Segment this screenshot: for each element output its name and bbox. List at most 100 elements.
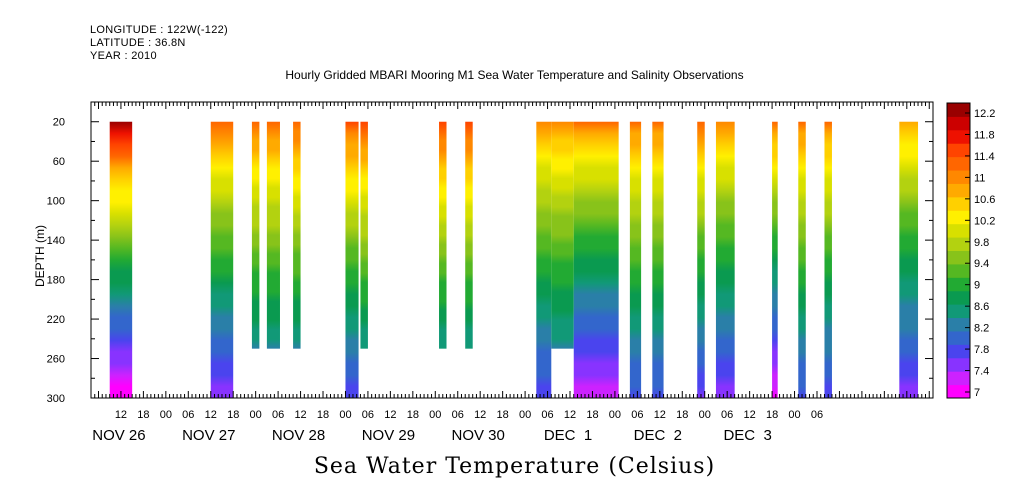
y-tick-label: 260: [47, 354, 65, 366]
latitude-label: LATITUDE : 36.8N: [90, 37, 186, 49]
colorbar-border: [946, 102, 971, 399]
data-column: [266, 121, 280, 349]
colorbar-tick-label: 9: [974, 280, 980, 292]
x-hour-label: 12: [744, 409, 756, 421]
x-hour-label: 12: [294, 409, 306, 421]
y-tick-label: 220: [47, 314, 65, 326]
data-column: [465, 121, 473, 349]
year-label: YEAR : 2010: [90, 50, 157, 62]
colorbar-swatch: [947, 290, 970, 305]
data-column: [536, 121, 552, 398]
colorbar-swatch: [947, 263, 970, 278]
y-tick-label: 180: [47, 275, 65, 287]
x-hour-label: 18: [407, 409, 419, 421]
colorbar-swatch: [947, 317, 970, 332]
x-hour-label: 12: [384, 409, 396, 421]
data-column: [899, 121, 919, 398]
data-columns: [109, 121, 919, 398]
y-tick-label: 300: [47, 393, 65, 405]
x-day-label: NOV 30: [452, 427, 505, 444]
colorbar-swatch: [947, 196, 970, 211]
colorbar-tick-label: 7.4: [974, 366, 989, 378]
colorbar-swatch: [947, 384, 970, 399]
data-column: [573, 121, 619, 398]
x-hour-label: 18: [137, 409, 149, 421]
x-hour-label: 00: [160, 409, 172, 421]
data-column: [210, 121, 234, 398]
colorbar-swatch: [947, 223, 970, 238]
colorbar-tick-label: 9.4: [974, 258, 989, 270]
colorbar-tick-label: 10.6: [974, 194, 995, 206]
data-column: [551, 121, 574, 349]
colorbar-swatch: [947, 129, 970, 144]
colorbar-tick-label: 7: [974, 387, 980, 399]
data-column: [652, 121, 664, 398]
x-hour-label: 12: [115, 409, 127, 421]
x-hour-label: 00: [250, 409, 262, 421]
x-hour-label: 06: [541, 409, 553, 421]
x-hour-label: 18: [766, 409, 778, 421]
x-hour-label: 12: [474, 409, 486, 421]
data-column: [345, 121, 359, 398]
x-hour-label: 12: [564, 409, 576, 421]
x-hour-label: 18: [586, 409, 598, 421]
data-column: [824, 121, 832, 398]
data-column: [697, 121, 705, 398]
colorbar-swatch: [947, 277, 970, 292]
x-day-label: NOV 29: [362, 427, 415, 444]
colorbar-swatch: [947, 116, 970, 131]
colorbar-tick-label: 11.4: [974, 151, 995, 163]
colorbar-swatch: [947, 210, 970, 225]
x-hour-label: 00: [519, 409, 531, 421]
chart-title: Hourly Gridded MBARI Mooring M1 Sea Wate…: [285, 68, 744, 82]
data-column: [293, 121, 301, 349]
x-day-label: DEC 2: [634, 427, 682, 444]
colorbar: 12.2 11.8 11.4 11 10.6 10.2 9.8 9.4 9 8.6 8.2 7.8 7.…: [946, 102, 995, 399]
colorbar-tick-label: 11: [974, 172, 985, 184]
chart-caption: Sea Water Temperature (Celsius): [313, 454, 716, 479]
x-hour-label: 06: [362, 409, 374, 421]
x-hour-label: 06: [182, 409, 194, 421]
x-hour-label: 00: [699, 409, 711, 421]
x-hour-label: 00: [788, 409, 800, 421]
y-tick-label: 100: [47, 196, 65, 208]
colorbar-swatch: [947, 304, 970, 319]
colorbar-swatch: [947, 371, 970, 386]
colorbar-swatch: [947, 237, 970, 251]
y-axis-label: DEPTH (m): [33, 225, 47, 287]
x-axis: 12 18 00 06 12 18 00 06 12 18 00 06 12 18 00 06 12 18 00 06…: [92, 102, 930, 444]
data-column: [715, 121, 735, 398]
y-tick-label: 20: [53, 117, 65, 129]
y-axis: 20 60 100 140 180 220 260 300 DEPTH (m): [33, 101, 933, 405]
colorbar-swatch: [947, 330, 970, 345]
y-tick-label: 140: [47, 235, 65, 247]
colorbar-swatch: [947, 357, 970, 372]
x-hour-label: 06: [272, 409, 284, 421]
colorbar-tick-label: 8.2: [974, 323, 989, 335]
colorbar-swatch: [947, 103, 970, 117]
x-hour-label: 00: [609, 409, 621, 421]
x-day-label: NOV 28: [272, 427, 325, 444]
x-hour-label: 18: [497, 409, 509, 421]
x-day-label: DEC 1: [544, 427, 592, 444]
x-day-label: DEC 3: [723, 427, 771, 444]
x-hour-label: 18: [676, 409, 688, 421]
colorbar-tick-label: 12.2: [974, 108, 995, 120]
longitude-label: LONGITUDE : 122W(-122): [90, 24, 229, 36]
colorbar-swatch: [947, 250, 970, 265]
y-tick-label: 60: [53, 156, 65, 168]
colorbar-tick-label: 10.2: [974, 215, 995, 227]
colorbar-swatch: [947, 344, 970, 359]
x-hour-label: 06: [811, 409, 823, 421]
x-hour-label: 12: [654, 409, 666, 421]
colorbar-tick-label: 7.8: [974, 344, 989, 356]
data-column: [360, 121, 368, 349]
x-day-label: NOV 27: [182, 427, 235, 444]
data-column: [629, 121, 642, 398]
x-hour-label: 06: [721, 409, 733, 421]
data-column: [439, 121, 447, 349]
x-hour-label: 00: [339, 409, 351, 421]
colorbar-tick-label: 8.6: [974, 301, 989, 313]
data-column: [109, 121, 133, 398]
